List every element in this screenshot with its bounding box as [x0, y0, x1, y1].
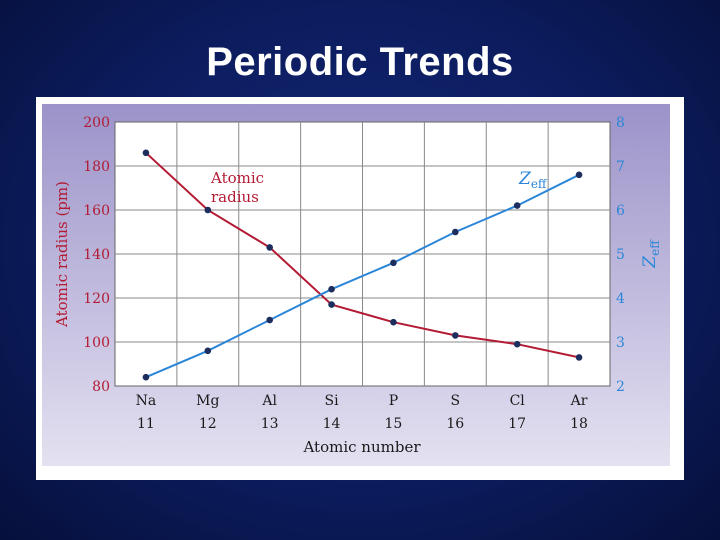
- x-tick-label-atomic-number: 16: [446, 416, 464, 432]
- x-tick-label-atomic-number: 14: [323, 416, 341, 432]
- y-tick-label-right: 4: [616, 291, 625, 307]
- series-label-atomic-radius-line1: Atomic: [210, 169, 264, 187]
- data-point-atomic-radius: [142, 149, 150, 157]
- y-tick-label-right: 8: [616, 115, 625, 131]
- data-point-zeff: [142, 373, 150, 381]
- x-tick-label-atomic-number: 18: [570, 416, 588, 432]
- x-tick-label-element: P: [389, 393, 398, 409]
- data-point-zeff: [452, 228, 459, 236]
- y-tick-label-right: 6: [616, 203, 625, 219]
- x-tick-label-element: Si: [325, 393, 340, 409]
- y-tick-label-right: 2: [616, 379, 625, 395]
- data-point-atomic-radius: [390, 318, 397, 326]
- series-line-zeff: [145, 173, 580, 379]
- data-point-atomic-radius: [575, 354, 583, 361]
- series-label-atomic-radius-line2: radius: [211, 188, 259, 206]
- y-tick-label-left: 200: [83, 115, 110, 131]
- y-axis-right-label: Zeff: [640, 239, 662, 269]
- data-point-zeff: [204, 347, 212, 355]
- data-point-atomic-radius: [266, 244, 273, 251]
- data-point-zeff: [328, 285, 335, 293]
- x-tick-label-atomic-number: 17: [508, 416, 526, 432]
- y-axis-right-label-sub: eff: [648, 239, 662, 256]
- x-tick-label-element: S: [451, 393, 461, 409]
- y-tick-label-left: 180: [83, 159, 110, 175]
- x-tick-label-element: Mg: [196, 393, 219, 409]
- y-tick-label-left: 160: [83, 203, 110, 219]
- y-axis-right-label-main: Z: [640, 255, 660, 269]
- series-label-atomic-radius: Atomic radius: [210, 169, 269, 206]
- y-axis-left-label: Atomic radius (pm): [53, 181, 71, 328]
- y-tick-label-right: 7: [616, 159, 625, 175]
- data-point-atomic-radius: [513, 340, 521, 348]
- x-tick-label-atomic-number: 11: [137, 416, 155, 432]
- data-point-atomic-radius: [204, 206, 212, 214]
- y-tick-label-left: 80: [92, 379, 110, 395]
- y-tick-label-left: 120: [83, 291, 110, 307]
- slide-title: Periodic Trends: [206, 40, 514, 84]
- y-tick-label-right: 3: [616, 335, 625, 351]
- data-point-atomic-radius: [452, 332, 459, 339]
- data-point-zeff: [575, 171, 583, 179]
- data-point-zeff: [390, 259, 397, 267]
- x-tick-label-element: Na: [136, 393, 157, 409]
- y-tick-label-left: 140: [83, 247, 110, 263]
- y-tick-label-left: 100: [83, 335, 110, 351]
- x-tick-label-atomic-number: 13: [261, 416, 279, 432]
- x-axis-label: Atomic number: [302, 438, 421, 456]
- data-point-zeff: [266, 316, 273, 324]
- data-point-atomic-radius: [328, 301, 335, 308]
- series-label-zeff: Zeff: [518, 169, 548, 191]
- y-tick-label-right: 5: [616, 247, 625, 263]
- series-label-zeff-main: Z: [518, 169, 532, 189]
- series-label-zeff-sub: eff: [531, 177, 548, 191]
- x-tick-label-element: Ar: [570, 393, 588, 409]
- x-tick-label-element: Al: [261, 393, 277, 409]
- x-tick-label-atomic-number: 12: [199, 416, 217, 432]
- x-tick-label-atomic-number: 15: [385, 416, 403, 432]
- data-point-zeff: [513, 202, 521, 209]
- series-line-atomic-radius: [145, 152, 580, 359]
- x-tick-label-element: Cl: [510, 393, 526, 409]
